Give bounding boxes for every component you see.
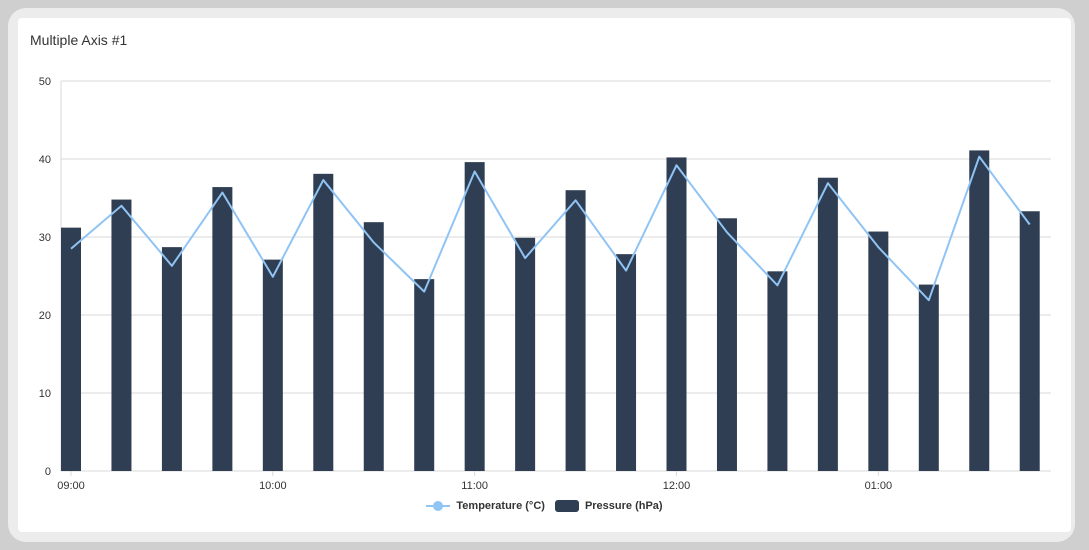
legend-item-temperature[interactable]: Temperature (°C): [426, 500, 545, 512]
multi-axis-chart: 0 10 20 30 40 50 09:00 10:00 11:00 12:00 01:00: [39, 76, 1051, 492]
y-tick-label: 20: [39, 310, 51, 322]
pressure-bar: [262, 259, 283, 471]
y-tick-label: 50: [39, 76, 51, 88]
pressure-bar: [716, 218, 737, 471]
x-tick-label: 12:00: [663, 480, 691, 492]
grid-lines: [60, 80, 1051, 472]
legend-item-pressure[interactable]: Pressure (hPa): [554, 500, 663, 512]
temperature-series-line: [70, 155, 1031, 302]
x-tick-label: 01:00: [865, 480, 893, 492]
pressure-bar: [1019, 211, 1040, 471]
pressure-bar: [313, 173, 334, 471]
pressure-bar: [616, 254, 637, 471]
pressure-swatch-icon: [554, 500, 579, 512]
temperature-line: [70, 155, 1031, 302]
y-tick-label: 30: [39, 232, 51, 244]
chart-title: Multiple Axis #1: [30, 32, 128, 48]
y-tick-label: 40: [39, 154, 51, 166]
pressure-bar: [464, 162, 485, 471]
pressure-bar: [363, 222, 384, 471]
x-axis-ticks: 09:00 10:00 11:00 12:00 01:00: [57, 471, 892, 492]
legend-label-pressure: Pressure (hPa): [584, 500, 663, 512]
temperature-swatch-icon: [426, 501, 451, 511]
x-tick-label: 10:00: [259, 480, 287, 492]
pressure-bar: [666, 157, 687, 471]
pressure-bar: [161, 247, 182, 471]
pressure-bar: [414, 279, 435, 471]
pressure-bar: [212, 187, 233, 471]
y-axis-ticks: 0 10 20 30 40 50: [39, 76, 51, 478]
x-tick-label: 09:00: [57, 480, 85, 492]
pressure-bar: [111, 199, 132, 471]
chart-card: Multiple Axis #1 0 10 20 30 40 50 09:00 10:00 1…: [18, 18, 1071, 532]
y-tick-label: 10: [39, 388, 51, 400]
pressure-bar: [767, 271, 788, 471]
pressure-bar: [817, 177, 838, 471]
x-tick-label: 11:00: [461, 480, 488, 492]
pressure-bar: [61, 227, 81, 471]
chart-legend: Temperature (°C) Pressure (hPa): [18, 500, 1071, 512]
pressure-bar: [868, 231, 889, 471]
pressure-bar: [515, 237, 536, 471]
pressure-bar: [918, 284, 939, 471]
pressure-bar: [565, 190, 586, 471]
pressure-bars: [61, 150, 1040, 472]
y-tick-label: 0: [45, 466, 51, 478]
pressure-bar: [969, 150, 990, 472]
legend-label-temperature: Temperature (°C): [456, 500, 545, 512]
